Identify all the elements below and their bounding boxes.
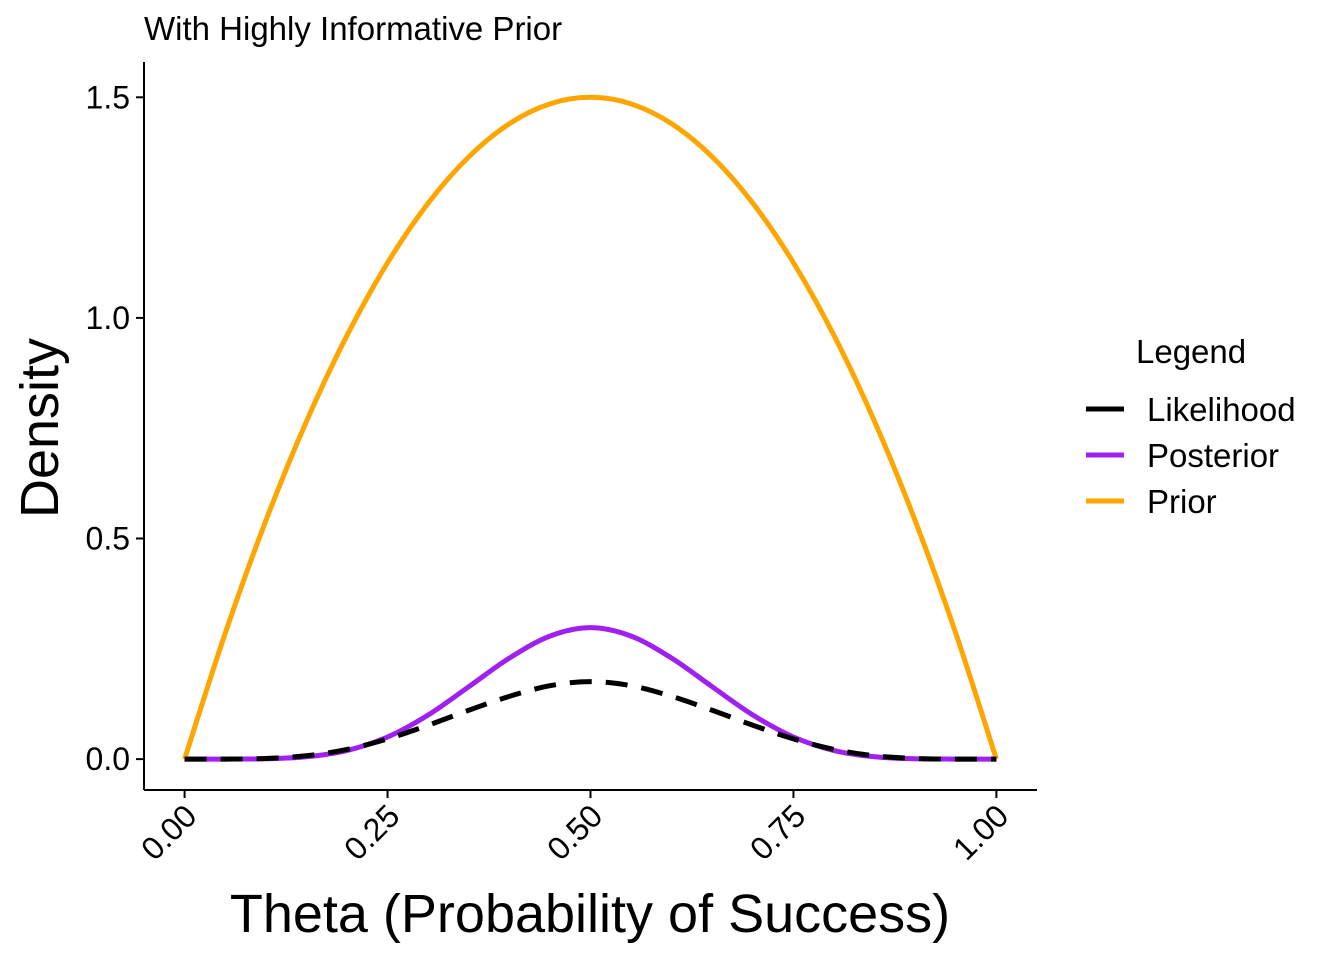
legend-label-posterior: Posterior xyxy=(1147,437,1279,474)
x-axis: 0.00 0.25 0.50 0.75 1.00 xyxy=(134,789,1037,867)
x-tick-label: 1.00 xyxy=(946,797,1015,866)
plot-area xyxy=(182,94,999,762)
y-tick-label: 0.5 xyxy=(86,521,130,557)
legend: Legend Likelihood Posterior Prior xyxy=(1086,333,1296,520)
x-tick-label: 0.75 xyxy=(743,797,812,866)
y-tick-label: 1.5 xyxy=(86,79,130,115)
y-axis-title: Density xyxy=(10,338,70,518)
x-tick-label: 0.25 xyxy=(337,797,406,866)
series-line-likelihood xyxy=(184,679,997,762)
series-line-prior xyxy=(182,94,999,760)
y-tick-label: 0.0 xyxy=(86,741,130,777)
x-tick-label: 0.00 xyxy=(134,797,203,866)
x-axis-title: Theta (Probability of Success) xyxy=(230,884,950,944)
legend-title: Legend xyxy=(1136,333,1246,370)
legend-label-prior: Prior xyxy=(1147,483,1217,520)
legend-label-likelihood: Likelihood xyxy=(1147,391,1296,428)
chart-title: With Highly Informative Prior xyxy=(144,10,562,47)
y-axis: 0.0 0.5 1.0 1.5 xyxy=(86,62,145,790)
x-tick-label: 0.50 xyxy=(540,797,609,866)
series-line-posterior xyxy=(184,625,997,762)
y-tick-label: 1.0 xyxy=(86,300,130,336)
